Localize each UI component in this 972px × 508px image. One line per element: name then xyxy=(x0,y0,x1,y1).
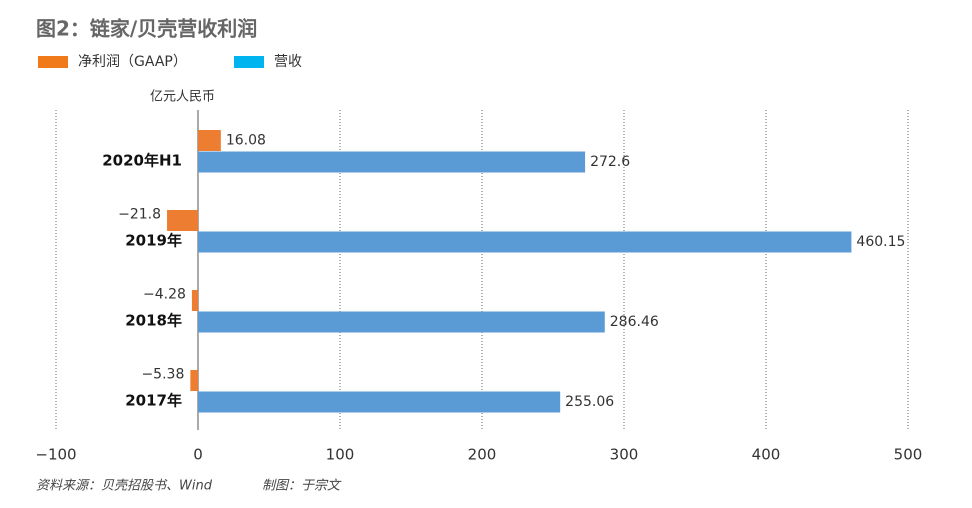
data-label: 272.6 xyxy=(590,154,630,170)
credit: 制图：于宗文 xyxy=(262,478,342,494)
x-tick-label: 0 xyxy=(193,446,203,464)
data-label: −21.8 xyxy=(118,207,161,223)
bar xyxy=(191,290,198,311)
x-tick-label: 500 xyxy=(894,446,923,464)
x-tick-label: 400 xyxy=(752,446,781,464)
x-tick-label: −100 xyxy=(35,446,76,464)
data-label: 286.46 xyxy=(610,314,659,330)
x-tick-label: 300 xyxy=(610,446,639,464)
data-label: 460.15 xyxy=(856,234,905,250)
legend-swatch xyxy=(38,56,68,68)
legend-swatch xyxy=(234,56,264,68)
data-label: −5.38 xyxy=(141,367,184,383)
source: 资料来源：贝壳招股书、Wind xyxy=(36,479,213,494)
bar xyxy=(167,210,198,231)
bar xyxy=(190,370,198,391)
y-tick-label: 2018年 xyxy=(125,312,182,330)
y-tick-label: 2017年 xyxy=(125,392,182,410)
y-tick-label: 2020年H1 xyxy=(102,152,182,170)
x-tick-label: 200 xyxy=(468,446,497,464)
y-tick-label: 2019年 xyxy=(125,232,182,250)
data-label: 16.08 xyxy=(226,133,266,149)
legend-label: 营收 xyxy=(274,54,302,70)
bar xyxy=(198,391,561,413)
unit-label: 亿元人民币 xyxy=(150,90,215,105)
bar xyxy=(198,130,221,151)
data-label: 255.06 xyxy=(565,394,614,410)
x-tick-label: 100 xyxy=(326,446,355,464)
data-label: −4.28 xyxy=(143,287,186,303)
chart-title: 图2：链家/贝壳营收利润 xyxy=(36,17,257,41)
bar xyxy=(198,311,605,333)
bar xyxy=(198,231,852,253)
legend-label: 净利润（GAAP） xyxy=(78,54,187,70)
bar xyxy=(198,151,586,173)
